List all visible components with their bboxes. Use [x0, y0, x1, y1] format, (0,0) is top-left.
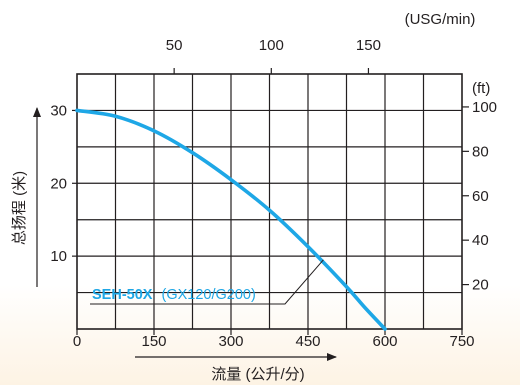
- series-label-suffix: (GX120/G200): [161, 287, 255, 303]
- x-tick-label: 450: [295, 333, 320, 350]
- right-tick-label: 20: [472, 277, 489, 294]
- right-tick-label: 100: [472, 99, 497, 116]
- x-tick-label: 600: [372, 333, 397, 350]
- top-tick-label: 100: [259, 37, 284, 54]
- right-axis-ticks: 20 40 60 80 100: [462, 99, 497, 294]
- x-tick-label: 150: [141, 333, 166, 350]
- top-tick-label: 50: [166, 37, 183, 54]
- bottom-axis-ticks: 0 150 300 450 600 750: [73, 329, 475, 350]
- right-axis-unit-label: (ft): [472, 80, 490, 97]
- series-curve-seh-50x: [75, 108, 387, 331]
- top-axis-ticks: 50 100 150: [166, 37, 381, 74]
- top-tick-label: 150: [356, 37, 381, 54]
- right-tick-label: 80: [472, 143, 489, 160]
- x-tick-label: 0: [73, 333, 81, 350]
- series-label: SEH-50X (GX120/G200): [92, 287, 256, 303]
- x-tick-label: 750: [449, 333, 474, 350]
- y-tick-label: 10: [50, 248, 67, 265]
- x-axis-label: 流量 (公升/分): [211, 366, 304, 383]
- right-tick-label: 60: [472, 188, 489, 205]
- y-axis-label: 总扬程 (米): [11, 171, 28, 245]
- series-label-name: SEH-50X: [92, 287, 153, 303]
- series-label-leader-line: [90, 259, 324, 305]
- x-tick-label: 300: [218, 333, 243, 350]
- left-axis-ticks: 10 20 30: [50, 102, 77, 265]
- y-tick-label: 30: [50, 102, 67, 119]
- y-tick-label: 20: [50, 175, 67, 192]
- top-axis-unit-label: (USG/min): [405, 11, 476, 28]
- right-tick-label: 40: [472, 232, 489, 249]
- grid-lines: [77, 74, 462, 329]
